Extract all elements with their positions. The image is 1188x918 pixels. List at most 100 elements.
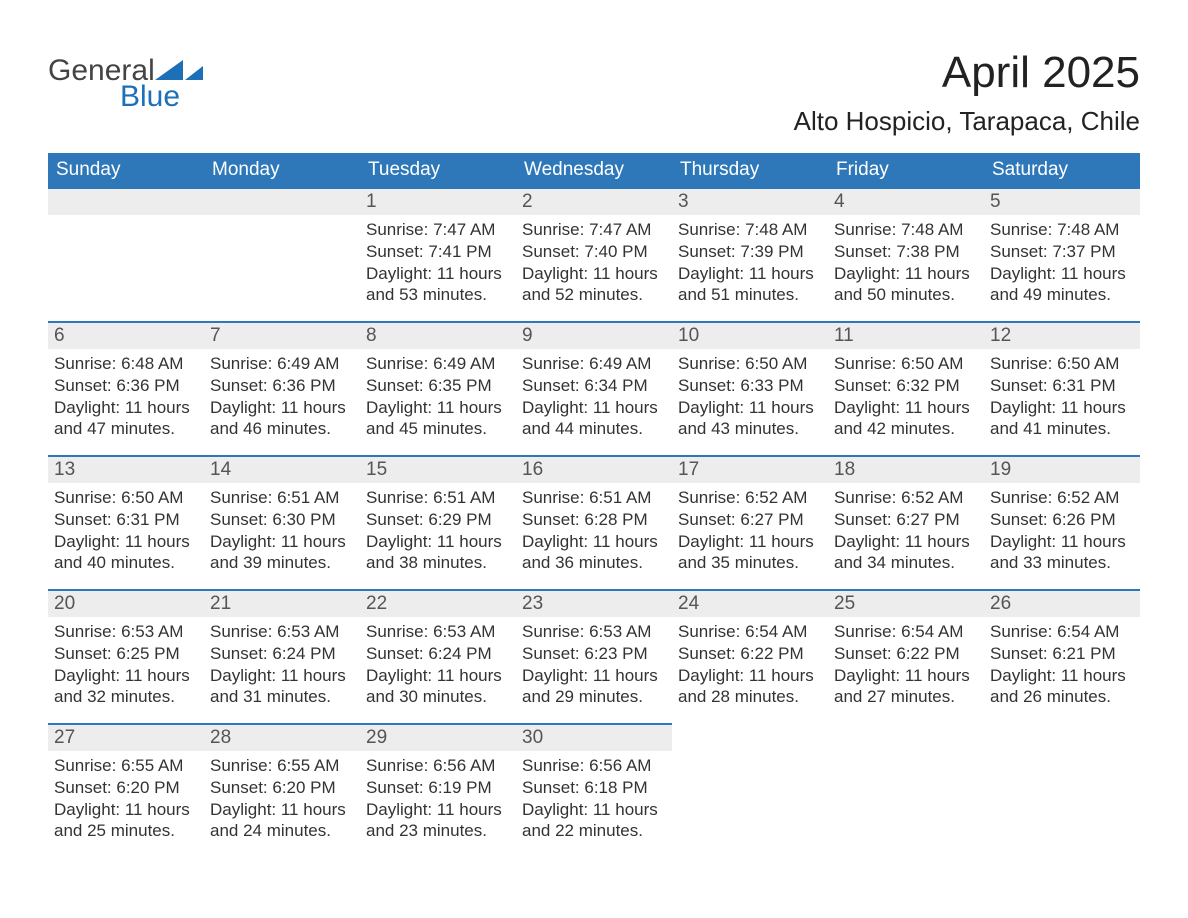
week-row: 27Sunrise: 6:55 AMSunset: 6:20 PMDayligh… xyxy=(48,723,1140,857)
daylight-text-1: Daylight: 11 hours xyxy=(834,397,978,419)
sunset-text: Sunset: 6:22 PM xyxy=(678,643,822,665)
daylight-text-1: Daylight: 11 hours xyxy=(678,397,822,419)
day-number-bar: 5 xyxy=(984,187,1140,215)
daylight-text-1: Daylight: 11 hours xyxy=(678,531,822,553)
sunrise-text: Sunrise: 7:48 AM xyxy=(834,219,978,241)
day-number-bar: 4 xyxy=(828,187,984,215)
day-number: 26 xyxy=(990,593,1011,614)
daylight-text-2: and 52 minutes. xyxy=(522,284,666,306)
daylight-text-2: and 49 minutes. xyxy=(990,284,1134,306)
day-details: Sunrise: 6:52 AMSunset: 6:26 PMDaylight:… xyxy=(984,483,1140,584)
sunset-text: Sunset: 6:34 PM xyxy=(522,375,666,397)
day-details: Sunrise: 6:49 AMSunset: 6:35 PMDaylight:… xyxy=(360,349,516,450)
week-row: 6Sunrise: 6:48 AMSunset: 6:36 PMDaylight… xyxy=(48,321,1140,455)
day-number-bar: 1 xyxy=(360,187,516,215)
day-cell: 24Sunrise: 6:54 AMSunset: 6:22 PMDayligh… xyxy=(672,589,828,723)
day-number-bar: 19 xyxy=(984,455,1140,483)
daylight-text-1: Daylight: 11 hours xyxy=(54,665,198,687)
daylight-text-2: and 33 minutes. xyxy=(990,552,1134,574)
day-cell: 26Sunrise: 6:54 AMSunset: 6:21 PMDayligh… xyxy=(984,589,1140,723)
day-cell: 8Sunrise: 6:49 AMSunset: 6:35 PMDaylight… xyxy=(360,321,516,455)
day-number: 30 xyxy=(522,727,543,748)
day-number: 28 xyxy=(210,727,231,748)
daylight-text-2: and 42 minutes. xyxy=(834,418,978,440)
day-cell: 29Sunrise: 6:56 AMSunset: 6:19 PMDayligh… xyxy=(360,723,516,857)
day-number-bar: 12 xyxy=(984,321,1140,349)
sunset-text: Sunset: 6:29 PM xyxy=(366,509,510,531)
daylight-text-1: Daylight: 11 hours xyxy=(366,397,510,419)
day-number-bar: 29 xyxy=(360,723,516,751)
day-number-bar: 13 xyxy=(48,455,204,483)
weekday-header: Saturday xyxy=(984,153,1140,187)
daylight-text-1: Daylight: 11 hours xyxy=(366,799,510,821)
day-number-bar: 10 xyxy=(672,321,828,349)
day-cell: 19Sunrise: 6:52 AMSunset: 6:26 PMDayligh… xyxy=(984,455,1140,589)
day-number: 21 xyxy=(210,593,231,614)
day-number-bar: 18 xyxy=(828,455,984,483)
sunset-text: Sunset: 6:21 PM xyxy=(990,643,1134,665)
sunset-text: Sunset: 6:36 PM xyxy=(210,375,354,397)
daylight-text-1: Daylight: 11 hours xyxy=(990,665,1134,687)
title-block: April 2025 Alto Hospicio, Tarapaca, Chil… xyxy=(794,48,1140,137)
sunset-text: Sunset: 6:28 PM xyxy=(522,509,666,531)
sunset-text: Sunset: 6:31 PM xyxy=(990,375,1134,397)
day-cell: 28Sunrise: 6:55 AMSunset: 6:20 PMDayligh… xyxy=(204,723,360,857)
day-cell xyxy=(828,723,984,857)
daylight-text-1: Daylight: 11 hours xyxy=(990,531,1134,553)
sunrise-text: Sunrise: 6:52 AM xyxy=(678,487,822,509)
page-header: General Blue April 2025 Alto Hospicio, T… xyxy=(48,48,1140,137)
calendar-grid: SundayMondayTuesdayWednesdayThursdayFrid… xyxy=(48,153,1140,857)
sunset-text: Sunset: 6:20 PM xyxy=(54,777,198,799)
daylight-text-2: and 38 minutes. xyxy=(366,552,510,574)
day-number: 29 xyxy=(366,727,387,748)
month-title: April 2025 xyxy=(794,48,1140,98)
day-cell: 22Sunrise: 6:53 AMSunset: 6:24 PMDayligh… xyxy=(360,589,516,723)
daylight-text-2: and 53 minutes. xyxy=(366,284,510,306)
day-cell: 2Sunrise: 7:47 AMSunset: 7:40 PMDaylight… xyxy=(516,187,672,321)
day-number-bar xyxy=(672,723,828,727)
daylight-text-2: and 35 minutes. xyxy=(678,552,822,574)
day-number-bar: 3 xyxy=(672,187,828,215)
sunrise-text: Sunrise: 6:53 AM xyxy=(210,621,354,643)
daylight-text-1: Daylight: 11 hours xyxy=(210,397,354,419)
day-cell: 30 Sunrise: 6:56 AMSunset: 6:18 PMDayligh… xyxy=(516,723,672,857)
day-number-bar: 8 xyxy=(360,321,516,349)
day-cell xyxy=(984,723,1140,857)
day-details: Sunrise: 6:52 AMSunset: 6:27 PMDaylight:… xyxy=(828,483,984,584)
daylight-text-1: Daylight: 11 hours xyxy=(522,665,666,687)
day-cell: 27Sunrise: 6:55 AMSunset: 6:20 PMDayligh… xyxy=(48,723,204,857)
day-details: Sunrise: 6:56 AMSunset: 6:18 PMDaylight:… xyxy=(516,751,672,852)
day-number: 17 xyxy=(678,459,699,480)
sunrise-text: Sunrise: 6:55 AM xyxy=(54,755,198,777)
sunrise-text: Sunrise: 7:47 AM xyxy=(522,219,666,241)
daylight-text-2: and 24 minutes. xyxy=(210,820,354,842)
daylight-text-2: and 41 minutes. xyxy=(990,418,1134,440)
weekday-header-row: SundayMondayTuesdayWednesdayThursdayFrid… xyxy=(48,153,1140,187)
day-number-bar: 15 xyxy=(360,455,516,483)
sunset-text: Sunset: 6:25 PM xyxy=(54,643,198,665)
day-cell: 5Sunrise: 7:48 AMSunset: 7:37 PMDaylight… xyxy=(984,187,1140,321)
daylight-text-1: Daylight: 11 hours xyxy=(522,397,666,419)
day-details: Sunrise: 7:48 AMSunset: 7:39 PMDaylight:… xyxy=(672,215,828,316)
day-cell xyxy=(48,187,204,321)
day-details: Sunrise: 6:52 AMSunset: 6:27 PMDaylight:… xyxy=(672,483,828,584)
daylight-text-2: and 28 minutes. xyxy=(678,686,822,708)
day-cell: 16Sunrise: 6:51 AMSunset: 6:28 PMDayligh… xyxy=(516,455,672,589)
daylight-text-1: Daylight: 11 hours xyxy=(834,263,978,285)
sunset-text: Sunset: 7:38 PM xyxy=(834,241,978,263)
daylight-text-1: Daylight: 11 hours xyxy=(54,531,198,553)
sunset-text: Sunset: 6:27 PM xyxy=(834,509,978,531)
day-number-bar xyxy=(828,723,984,727)
day-number-bar: 7 xyxy=(204,321,360,349)
sunrise-text: Sunrise: 6:56 AM xyxy=(522,755,666,777)
day-details: Sunrise: 7:47 AMSunset: 7:41 PMDaylight:… xyxy=(360,215,516,316)
sunset-text: Sunset: 6:23 PM xyxy=(522,643,666,665)
day-number-bar: 9 xyxy=(516,321,672,349)
day-number: 24 xyxy=(678,593,699,614)
day-cell: 25Sunrise: 6:54 AMSunset: 6:22 PMDayligh… xyxy=(828,589,984,723)
day-number: 4 xyxy=(834,191,845,212)
sunrise-text: Sunrise: 6:50 AM xyxy=(54,487,198,509)
day-number: 5 xyxy=(990,191,1001,212)
daylight-text-2: and 22 minutes. xyxy=(522,820,666,842)
day-number: 11 xyxy=(834,325,854,346)
